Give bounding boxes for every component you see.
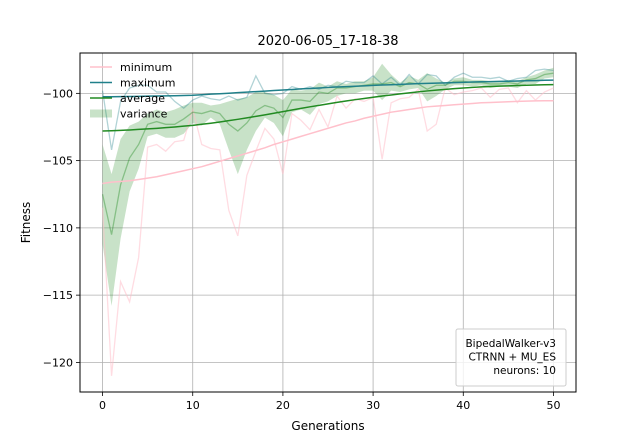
y-tick-label: −100	[43, 87, 73, 100]
y-tick-label: −120	[43, 356, 73, 369]
y-tick-label: −105	[43, 155, 73, 168]
x-tick-label: 0	[99, 399, 106, 412]
annotation-line: neurons: 10	[493, 365, 556, 377]
legend: minimum maximum average variance	[90, 61, 175, 121]
annotation-line: BipedalWalker-v3	[465, 338, 556, 350]
y-tick-label: −115	[43, 289, 73, 302]
x-tick-label: 30	[366, 399, 380, 412]
annotation-frame	[455, 328, 567, 387]
maximum-line	[102, 79, 554, 98]
plot-frame	[79, 52, 577, 393]
minimum-line	[102, 100, 554, 185]
y-tick-label: −110	[43, 222, 73, 235]
plot-series	[101, 63, 554, 376]
maximum-raw-line	[101, 68, 554, 150]
legend-label-maximum: maximum	[120, 77, 175, 90]
series-group	[101, 63, 554, 376]
x-tick-label: 20	[276, 399, 290, 412]
minimum-raw-line	[101, 86, 554, 376]
average-line	[102, 83, 554, 132]
x-tick-label: 50	[546, 399, 560, 412]
legend-label-minimum: minimum	[120, 61, 172, 74]
legend-label-average: average	[120, 92, 165, 105]
x-tick-label: 40	[456, 399, 470, 412]
annotation-line: CTRNN + MU_ES	[468, 352, 556, 364]
legend-swatch-variance	[90, 109, 112, 118]
variance-band	[102, 63, 554, 306]
x-axis-label: Generations	[291, 419, 364, 433]
chart-title: 2020-06-05_17-18-38	[257, 34, 398, 49]
x-tick-label: 10	[186, 399, 200, 412]
axis-ticks: 0 10 20 30 40 50 −120 −115 −110 −105 −100	[43, 87, 561, 412]
y-axis-label: Fitness	[19, 202, 33, 244]
legend-label-variance: variance	[120, 108, 168, 121]
